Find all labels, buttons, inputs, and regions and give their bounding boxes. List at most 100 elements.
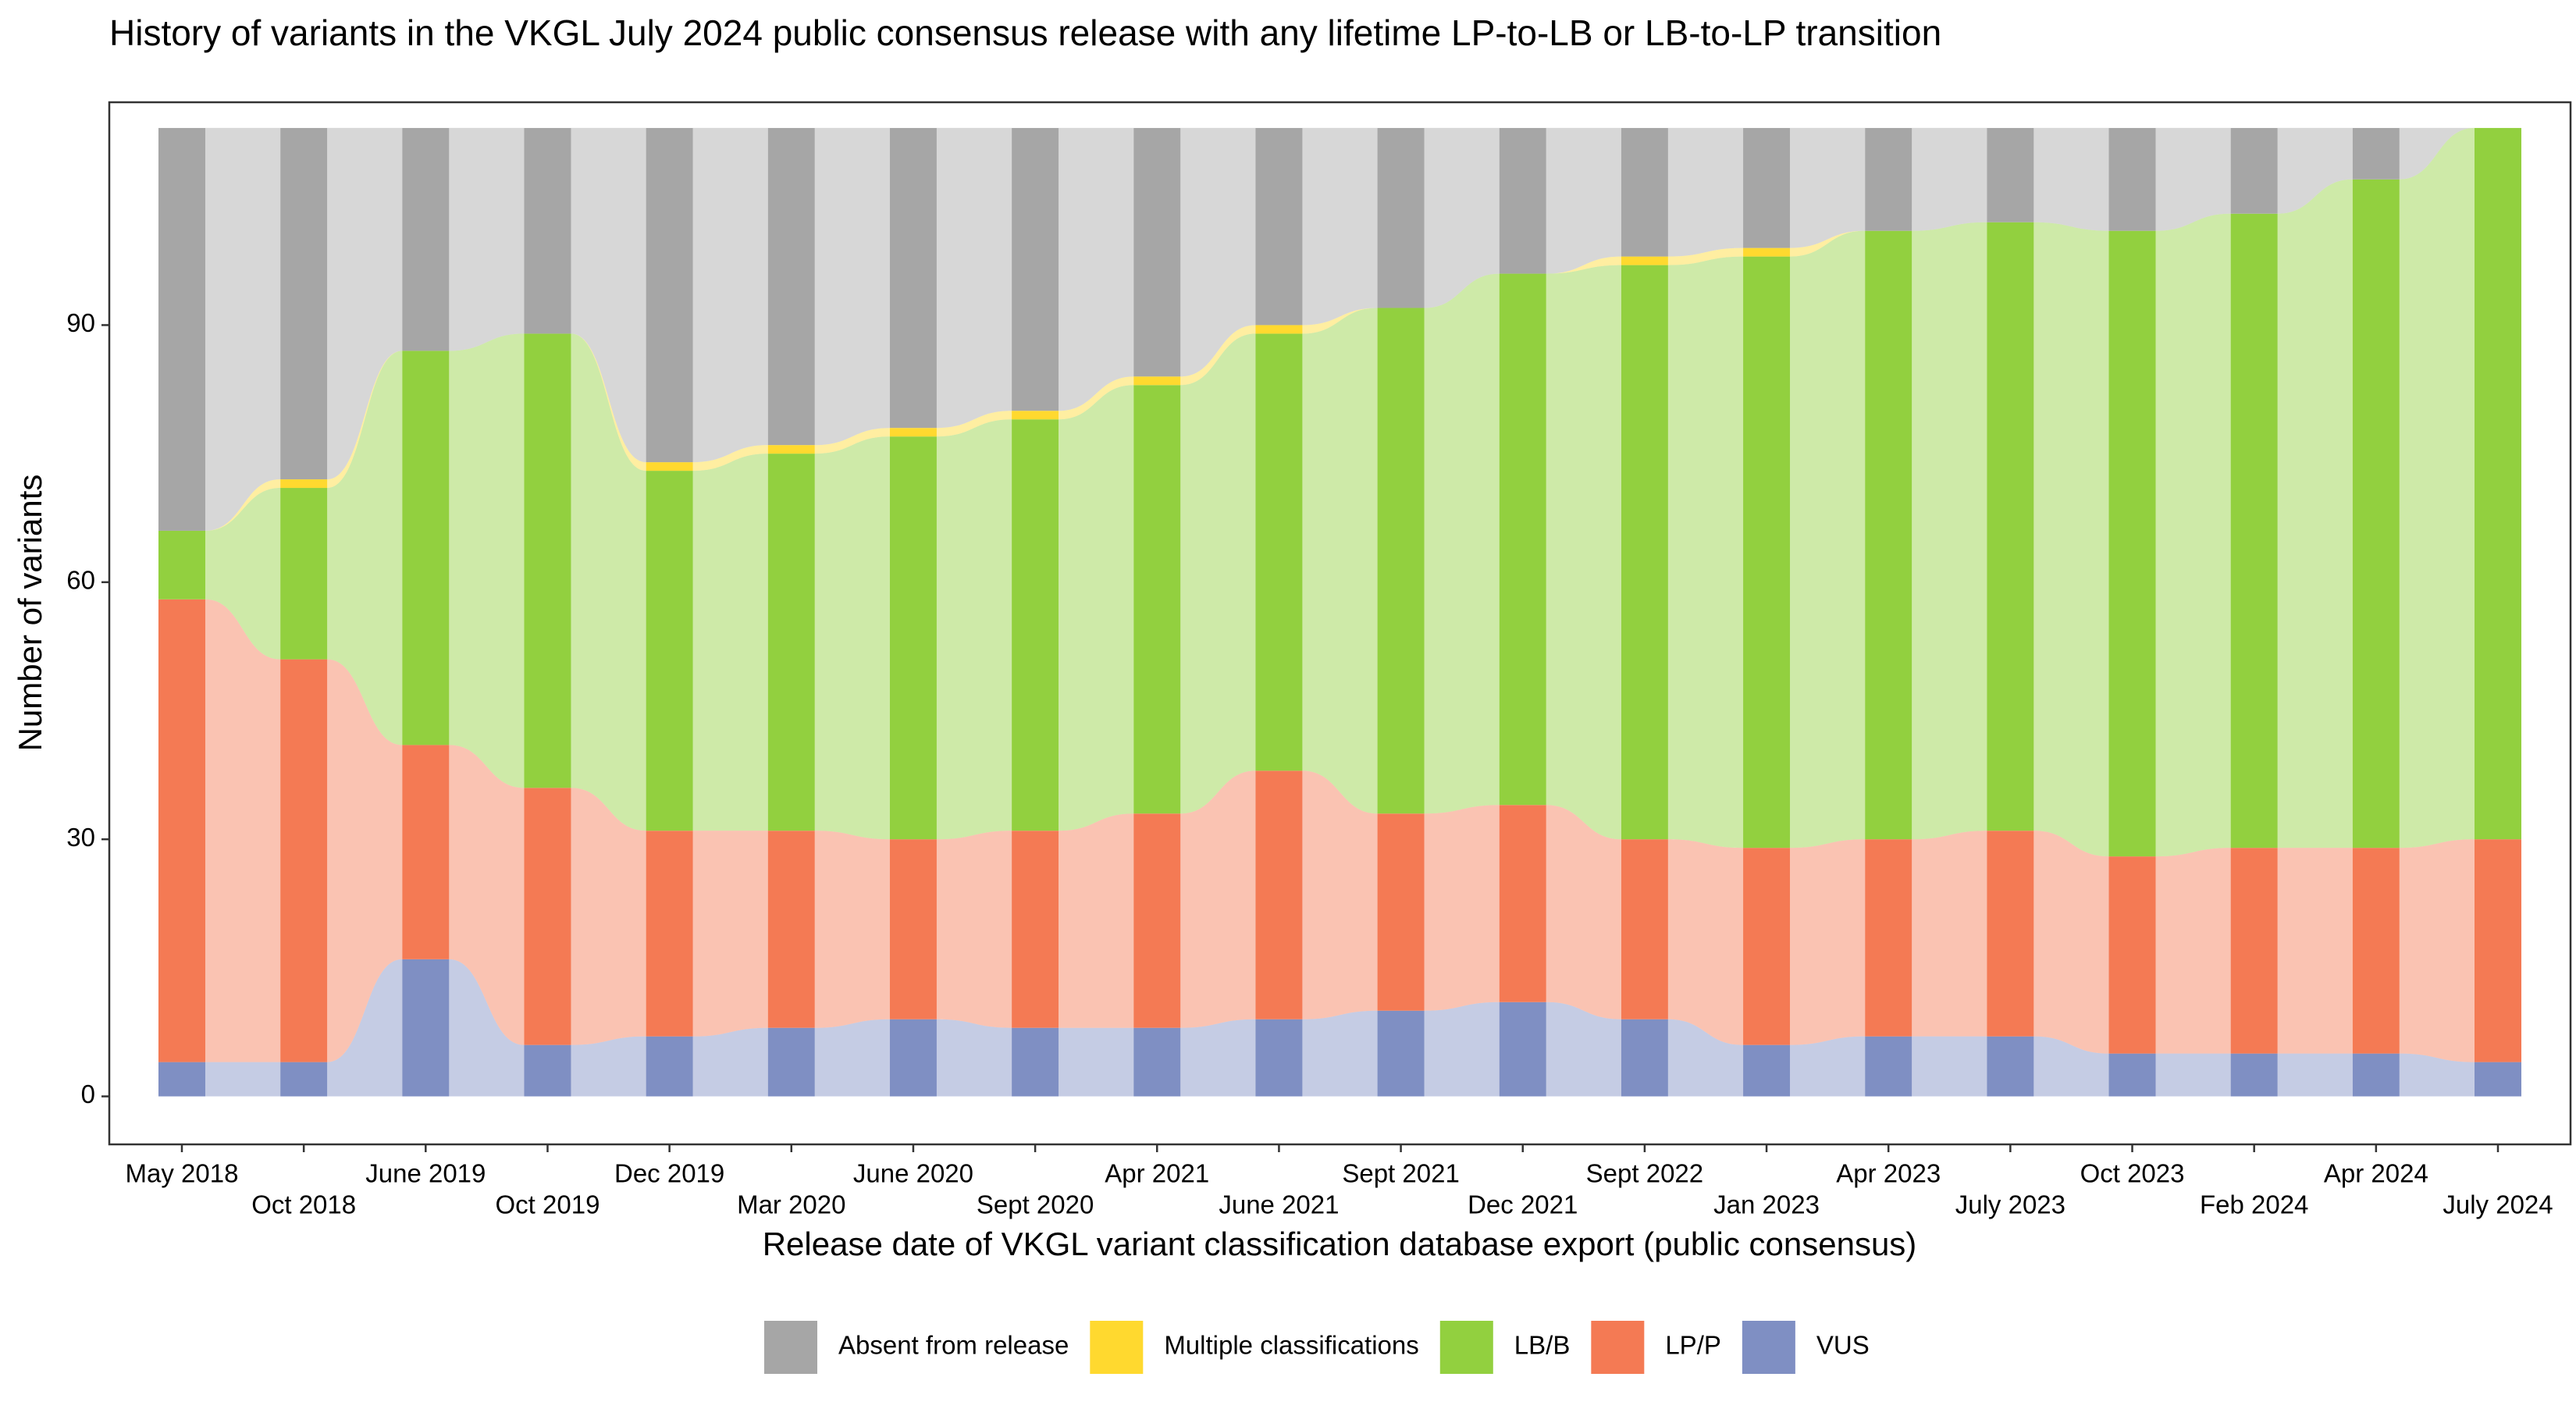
flow <box>449 959 525 1097</box>
stratum <box>280 1062 328 1097</box>
flow <box>2277 848 2353 1054</box>
stratum <box>1987 222 2034 831</box>
legend-label: LB/B <box>1514 1331 1571 1360</box>
stratum <box>1865 839 1912 1037</box>
flow <box>571 1036 646 1097</box>
flow <box>327 959 403 1097</box>
flow <box>936 831 1012 1028</box>
flow <box>1546 127 1621 274</box>
stratum <box>280 488 328 660</box>
stratum <box>1255 325 1303 334</box>
x-tick-label: Oct 2018 <box>251 1190 356 1219</box>
flow <box>1302 1010 1378 1097</box>
stratum <box>1377 1010 1425 1097</box>
flow <box>205 127 281 531</box>
flow <box>2399 127 2475 849</box>
flow <box>571 127 646 463</box>
stratum <box>1743 848 1791 1045</box>
flows <box>205 127 2475 1097</box>
flow <box>1790 839 1866 1045</box>
y-axis-title: Number of variants <box>12 475 48 752</box>
flow <box>1059 1027 1134 1097</box>
flow <box>1667 1019 1744 1097</box>
legend-label: Multiple classifications <box>1164 1331 1418 1360</box>
stratum <box>1865 230 1912 840</box>
flow <box>2277 127 2353 214</box>
flow <box>1546 256 1621 274</box>
x-tick-label: Dec 2021 <box>1468 1190 1578 1219</box>
stratum <box>646 127 693 463</box>
stratum <box>158 530 205 600</box>
x-tick-label: Oct 2023 <box>2080 1159 2185 1188</box>
stratum <box>1255 770 1303 1019</box>
stratum <box>1499 1002 1546 1097</box>
stratum <box>1621 256 1668 265</box>
stratum <box>2352 179 2400 849</box>
strata <box>158 127 2521 1097</box>
flow <box>571 333 646 831</box>
flow <box>327 350 403 489</box>
stratum <box>1012 411 1059 420</box>
x-tick-label: Sept 2022 <box>1586 1159 1703 1188</box>
flow <box>1302 770 1378 1019</box>
stratum <box>2352 848 2400 1054</box>
flow <box>1424 127 1500 308</box>
flow <box>1667 247 1744 265</box>
flow <box>2033 127 2109 231</box>
x-tick-label: Apr 2024 <box>2324 1159 2428 1188</box>
stratum <box>2108 856 2156 1054</box>
flow <box>814 127 890 446</box>
flow <box>449 333 525 788</box>
stratum <box>402 350 450 745</box>
stratum <box>524 333 571 788</box>
stratum <box>1499 273 1546 806</box>
stratum <box>1377 813 1425 1011</box>
stratum <box>1987 1036 2034 1097</box>
stratum <box>1743 247 1791 257</box>
stratum <box>646 462 693 471</box>
flow <box>1180 325 1256 386</box>
flow <box>1180 127 1256 377</box>
flow <box>1912 1036 1987 1097</box>
x-tick-label: Feb 2024 <box>2200 1190 2308 1219</box>
x-tick-label: June 2019 <box>365 1159 486 1188</box>
stratum <box>402 745 450 959</box>
flow <box>1667 127 1744 257</box>
flow <box>1790 1036 1866 1097</box>
stratum <box>1133 385 1181 814</box>
stratum <box>158 1062 205 1097</box>
stratum <box>2230 1053 2278 1097</box>
stratum <box>767 127 815 446</box>
legend-label: VUS <box>1816 1331 1870 1360</box>
stratum <box>1255 127 1303 326</box>
flow <box>1180 770 1256 1028</box>
flow <box>2155 848 2231 1054</box>
stratum <box>1743 256 1791 849</box>
flow <box>205 1062 281 1097</box>
stratum <box>1133 376 1181 386</box>
stratum <box>646 831 693 1037</box>
legend-label: LP/P <box>1665 1331 1721 1360</box>
stratum <box>1133 1027 1181 1097</box>
flow <box>2399 127 2475 180</box>
stratum <box>1621 1019 1668 1097</box>
legend-swatch <box>1090 1321 1144 1374</box>
stratum <box>1865 127 1912 231</box>
stratum <box>2108 1053 2156 1097</box>
stratum <box>1012 1027 1059 1097</box>
x-tick-label: Sept 2020 <box>977 1190 1094 1219</box>
x-tick-label: June 2021 <box>1219 1190 1339 1219</box>
stratum <box>1987 831 2034 1037</box>
flow <box>1912 222 1987 840</box>
flow <box>2033 1036 2109 1097</box>
flow <box>814 428 890 454</box>
legend-swatch <box>1591 1321 1645 1374</box>
stratum <box>1012 127 1059 411</box>
flow <box>1667 256 1744 849</box>
x-tick-label: Oct 2019 <box>496 1190 600 1219</box>
stratum <box>889 839 937 1019</box>
flow <box>814 1019 890 1097</box>
stratum <box>2352 1053 2400 1097</box>
x-tick-label: Jan 2023 <box>1713 1190 1820 1219</box>
stratum <box>1865 1036 1912 1097</box>
